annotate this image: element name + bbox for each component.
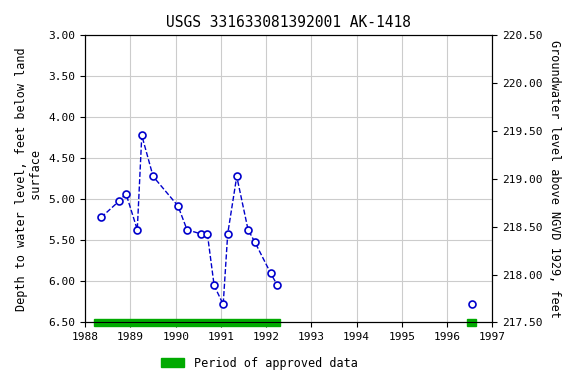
Legend: Period of approved data: Period of approved data <box>156 352 362 374</box>
Y-axis label: Depth to water level, feet below land
 surface: Depth to water level, feet below land su… <box>15 47 43 311</box>
Bar <box>94 319 280 326</box>
Y-axis label: Groundwater level above NGVD 1929, feet: Groundwater level above NGVD 1929, feet <box>548 40 561 318</box>
Bar <box>467 319 476 326</box>
Title: USGS 331633081392001 AK-1418: USGS 331633081392001 AK-1418 <box>166 15 411 30</box>
